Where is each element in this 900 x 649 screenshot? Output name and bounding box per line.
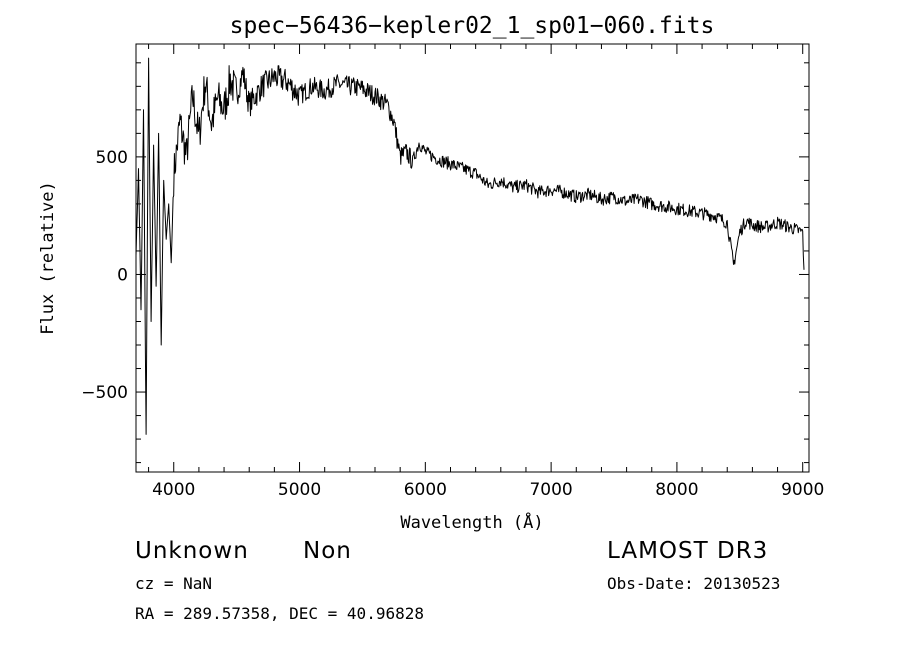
y-axis-label: Flux (relative) <box>38 181 58 335</box>
survey-label: LAMOST DR3 <box>607 538 769 564</box>
object-class: Non <box>303 538 352 564</box>
plot-frame <box>135 43 810 473</box>
obs-date-label: Obs-Date: 20130523 <box>607 574 781 593</box>
x-tick-label: 4000 <box>152 480 195 500</box>
x-tick-label: 6000 <box>404 480 447 500</box>
x-tick-label: 9000 <box>781 480 824 500</box>
x-tick-label: 7000 <box>529 480 572 500</box>
spectrum-line <box>135 57 805 435</box>
y-tick-label: 500 <box>96 148 128 168</box>
x-tick-label: 5000 <box>278 480 321 500</box>
redshift-label: cz = NaN <box>135 574 213 593</box>
coords-label: RA = 289.57358, DEC = 40.96828 <box>135 604 424 623</box>
x-axis-label: Wavelength (Å) <box>400 511 543 533</box>
chart-title: spec−56436−kepler02_1_sp01−060.fits <box>230 13 715 39</box>
y-tick-label: 0 <box>117 265 128 285</box>
object-name: Unknown <box>135 538 249 564</box>
tick-layer: 4000 5000 6000 7000 8000 9000 −500 0 500 <box>81 44 824 500</box>
y-tick-label: −500 <box>81 383 128 403</box>
x-tick-label: 8000 <box>655 480 698 500</box>
